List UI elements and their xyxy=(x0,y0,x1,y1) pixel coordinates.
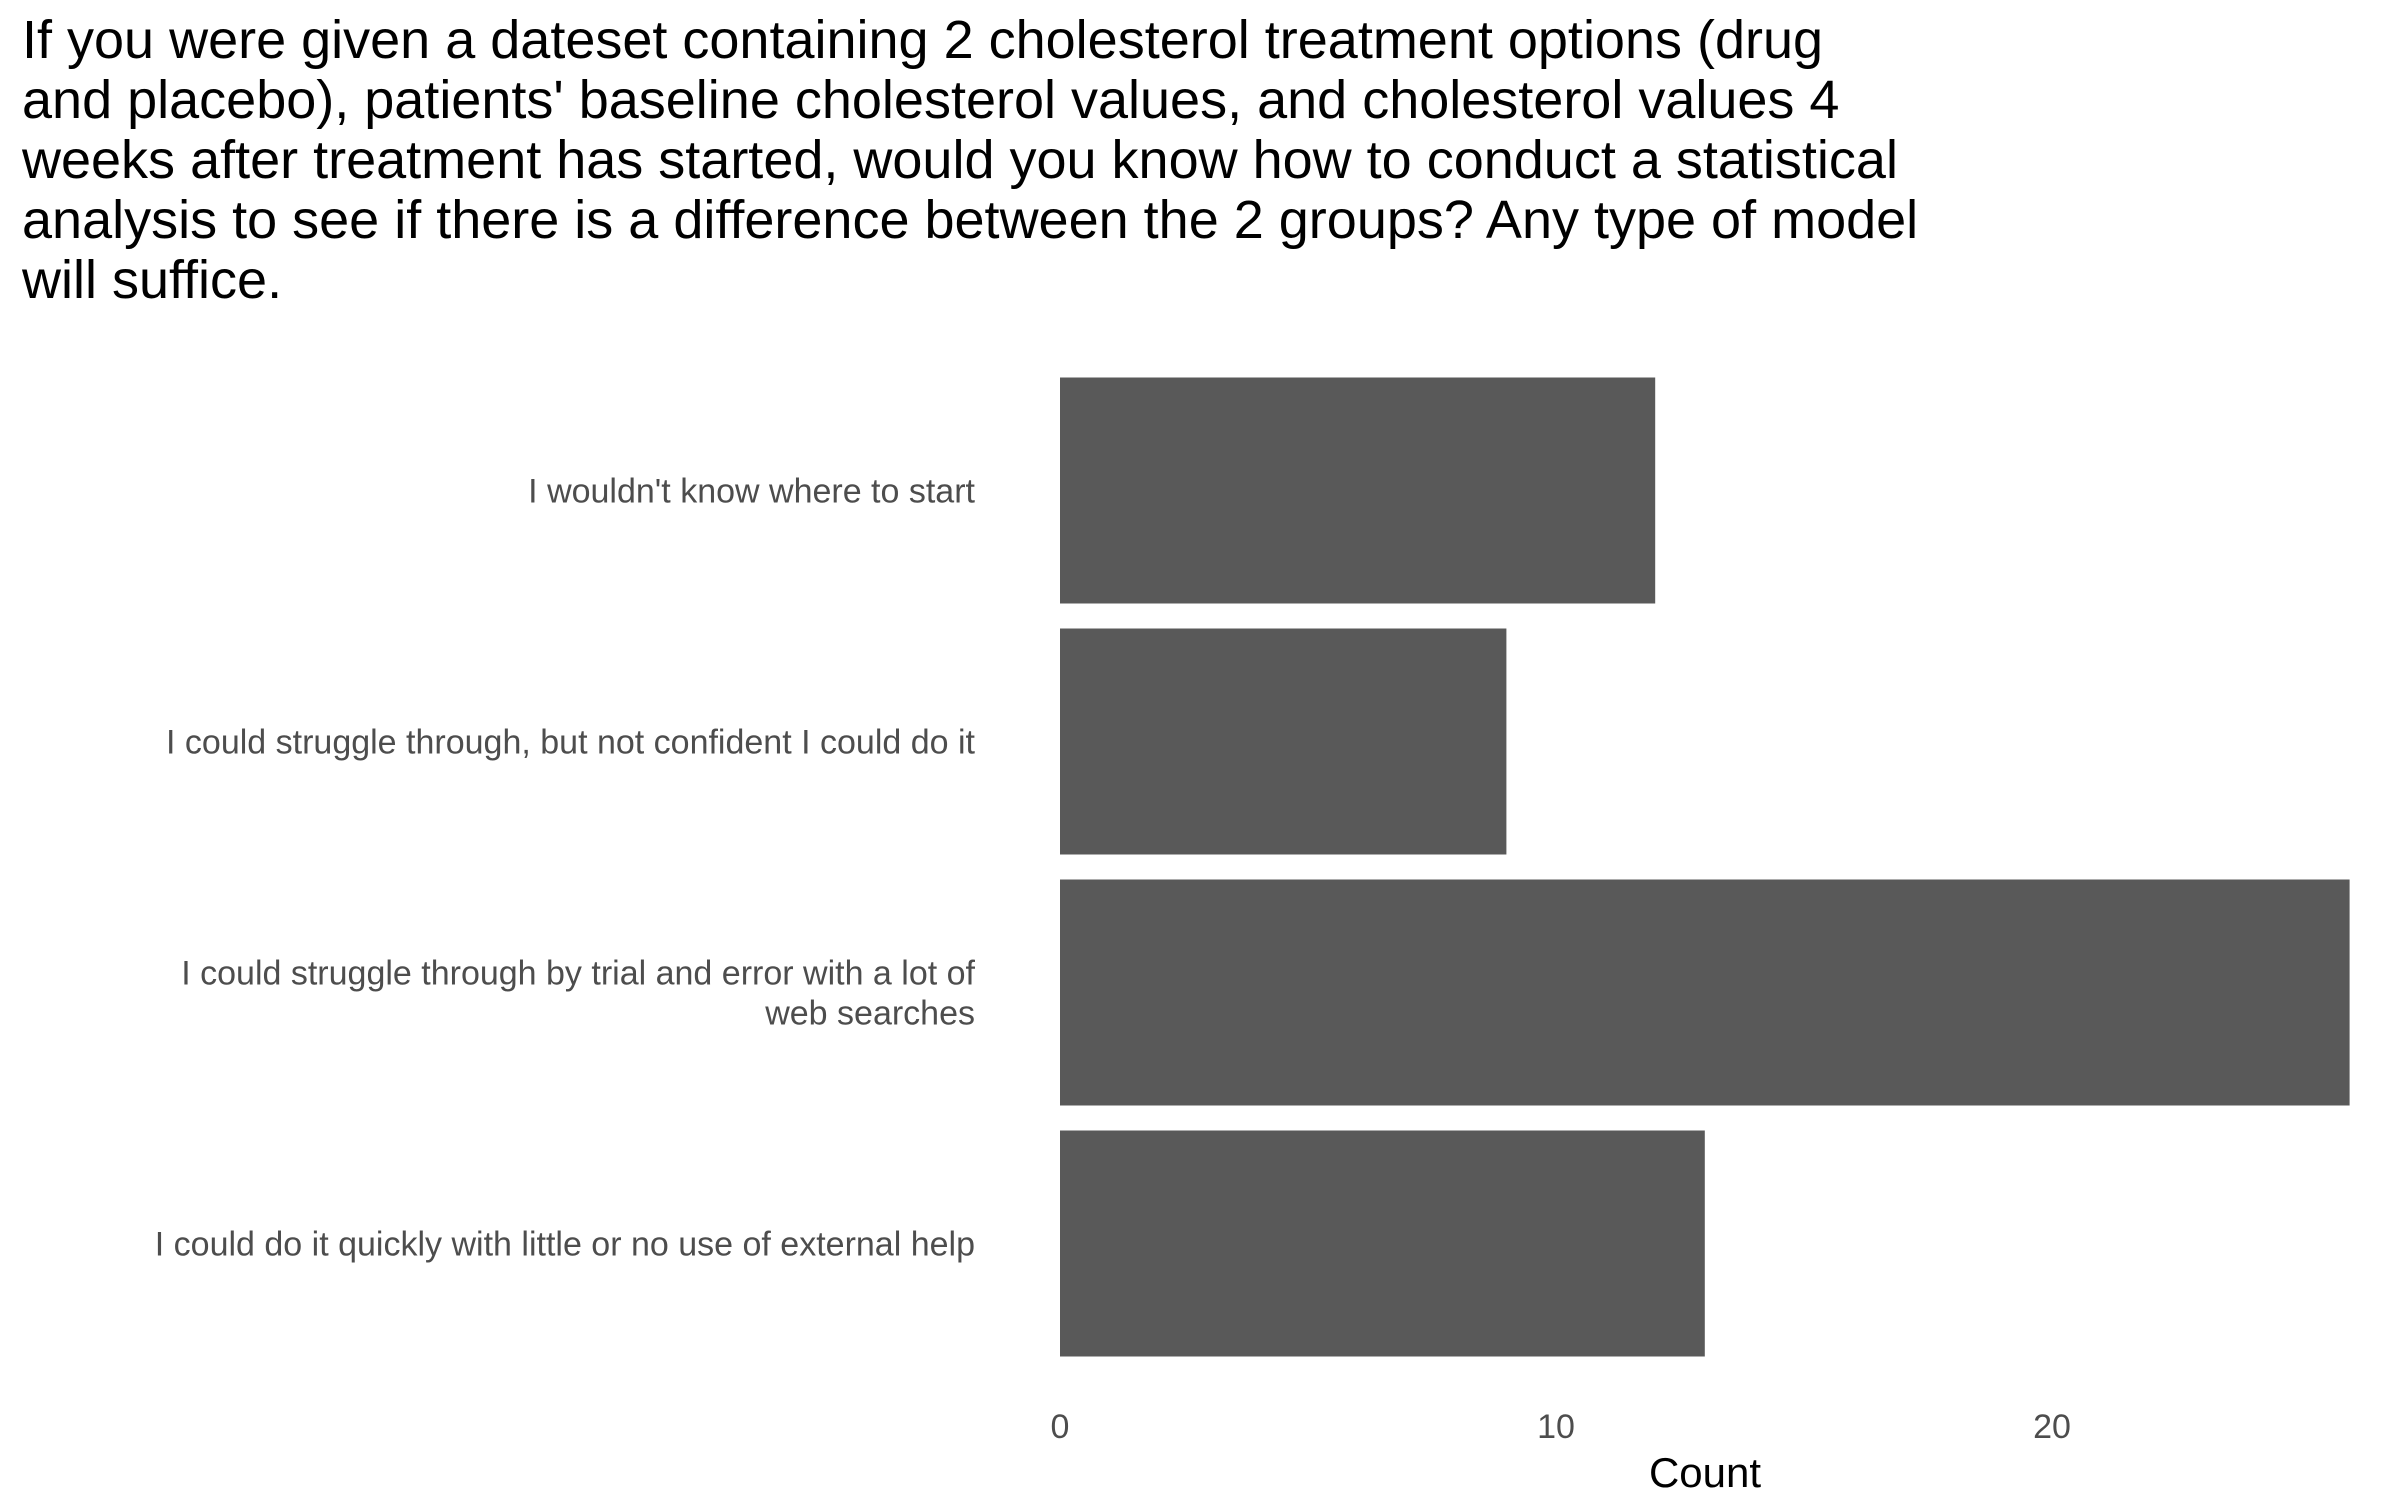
x-axis-title: Count xyxy=(1649,1449,1761,1496)
category-label: I could do it quickly with little or no … xyxy=(155,1226,975,1264)
bar xyxy=(1060,377,1656,604)
x-tick-label: 20 xyxy=(2033,1408,2071,1446)
category-label: I could struggle through by trial and er… xyxy=(181,955,975,1033)
x-tick-label: 10 xyxy=(1537,1408,1575,1446)
x-tick-label: 0 xyxy=(1051,1408,1070,1446)
category-labels: I wouldn't know where to start I could st… xyxy=(155,473,976,1264)
x-axis-ticks: 0 10 20 xyxy=(1051,1408,2071,1446)
category-label: I wouldn't know where to start xyxy=(528,473,975,511)
bar xyxy=(1060,879,2350,1106)
bar xyxy=(1060,1130,1705,1357)
bar xyxy=(1060,628,1507,855)
bars-group xyxy=(1060,377,2350,1357)
chart-title: If you were given a dateset containing 2… xyxy=(22,10,1919,310)
category-label: I could struggle through, but not confid… xyxy=(166,724,976,762)
